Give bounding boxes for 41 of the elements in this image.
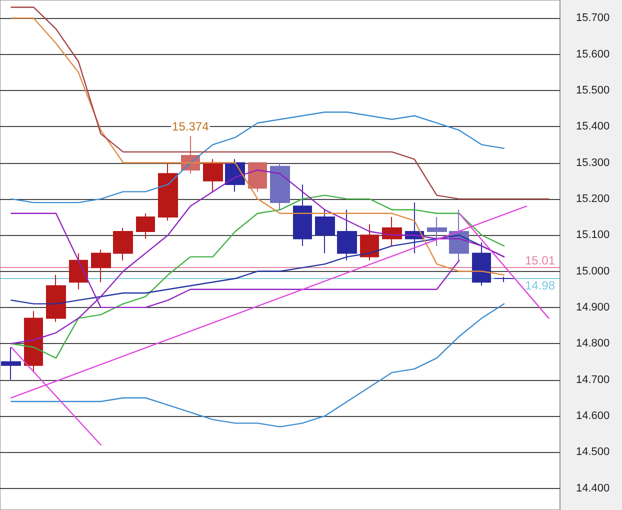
candlestick (360, 224, 379, 261)
candlestick (472, 242, 491, 286)
line-series (10, 169, 505, 344)
line-series (10, 17, 505, 276)
y-tick-label: 14.600 (576, 410, 610, 422)
candlestick (270, 162, 290, 210)
candlestick (293, 184, 312, 246)
y-tick-label: 15.000 (576, 265, 610, 278)
line-series (10, 6, 550, 200)
candlestick (158, 162, 178, 222)
y-tick-label: 14.700 (576, 374, 610, 386)
candlestick (136, 212, 155, 240)
candlestick (113, 227, 133, 261)
candlestick (24, 310, 43, 374)
ref-line-label: 14.98 (524, 278, 556, 293)
y-tick-label: 14.400 (576, 482, 610, 494)
line-series (10, 303, 505, 428)
candlestick (46, 274, 66, 322)
candlestick (494, 276, 514, 283)
candlestick (315, 209, 335, 254)
candlestick (248, 162, 267, 192)
ref-line-label: 15.01 (524, 254, 556, 268)
line-series (10, 112, 505, 204)
candlestick (203, 158, 223, 192)
candlestick (427, 216, 447, 246)
y-tick-label: 15.500 (576, 84, 610, 96)
y-tick-label: 14.800 (576, 338, 610, 350)
y-tick-label: 15.700 (576, 12, 610, 24)
y-tick-label: 15.200 (576, 192, 610, 205)
candlestick (69, 252, 88, 290)
y-tick-label: 15.600 (576, 48, 610, 60)
annotation: 15.374 (172, 120, 210, 134)
y-tick-label: 15.400 (576, 120, 610, 133)
y-tick-label: 15.300 (576, 156, 610, 169)
line-series (10, 194, 505, 359)
candlestick (1, 346, 21, 380)
candlestick (91, 249, 111, 283)
y-tick-label: 14.500 (576, 446, 610, 458)
y-tick-label: 15.100 (576, 229, 610, 242)
candlestick (382, 216, 402, 246)
y-tick-label: 14.900 (576, 301, 610, 314)
